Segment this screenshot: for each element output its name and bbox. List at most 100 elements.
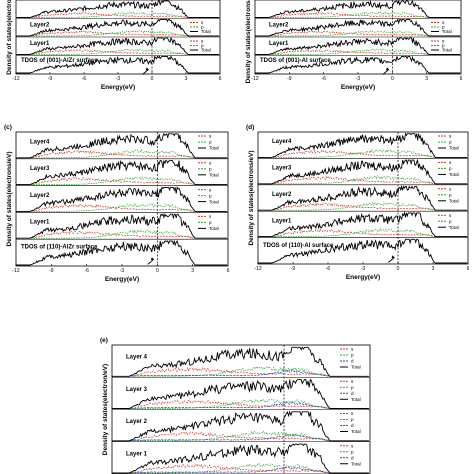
panel-letter: (d)	[246, 124, 254, 131]
legend-label: p	[351, 449, 354, 454]
legend-label: s	[209, 214, 212, 219]
legend-label: Total	[201, 48, 211, 53]
legend-label: Total	[449, 199, 459, 204]
x-tick-label: 0	[151, 76, 154, 82]
legend-label: p	[209, 220, 212, 225]
dos-curve-s	[112, 399, 369, 409]
x-axis-label: Energy(eV)	[341, 84, 375, 91]
fermi-arrow	[147, 258, 155, 265]
legend-label: d	[351, 423, 354, 428]
dos-curve-p	[112, 365, 369, 377]
legend-label: p	[351, 417, 354, 422]
x-tick-label: 6	[227, 268, 230, 274]
dos-curve-s	[258, 228, 468, 237]
dos-curve-total	[16, 159, 228, 186]
legend-label: d	[351, 455, 354, 460]
row-label: Layer2	[272, 192, 292, 198]
dos-curve-s	[258, 202, 468, 211]
x-tick-label: 0	[391, 76, 394, 82]
y-axis-label: Density of states(electrons/eV)	[248, 150, 255, 245]
dos-curve-p	[16, 176, 228, 185]
dos-curve-s	[16, 176, 228, 185]
x-tick-label: 3	[425, 76, 428, 82]
x-axis-label: Energy(eV)	[346, 274, 380, 281]
x-tick-label: 0	[397, 266, 400, 272]
fermi-arrow-head	[150, 257, 154, 261]
legend-label: p	[201, 25, 204, 30]
x-tick-label: -3	[356, 76, 361, 82]
legend-label: d	[351, 391, 354, 396]
legend-label: p	[209, 140, 212, 145]
row-label: Layer1	[30, 41, 50, 47]
legend-label: d	[351, 359, 354, 364]
x-tick-label: 3	[185, 76, 188, 82]
legend-label: Total	[351, 397, 361, 402]
x-tick-label: 6	[467, 266, 470, 272]
legend-label: Total	[351, 365, 361, 370]
dos-curve-s	[255, 11, 461, 18]
legend-label: p	[449, 140, 452, 145]
legend-label: s	[351, 411, 354, 416]
legend-label: s	[201, 20, 204, 25]
dos-curve-total	[255, 18, 461, 37]
dos-curve-total	[16, 55, 220, 74]
dos-curve-s	[258, 176, 468, 185]
legend-label: Total	[209, 226, 219, 231]
dos-curve-p	[112, 462, 369, 474]
dos-curve-p	[16, 203, 228, 212]
legend-label: s	[201, 39, 204, 44]
legend-label: s	[209, 187, 212, 192]
x-tick-label: 3	[432, 266, 435, 272]
row-label: Layer 4	[126, 355, 148, 361]
row-label: Layer1	[30, 220, 50, 226]
y-axis-label: Density of states(electron/eV)	[102, 364, 109, 455]
x-tick-label: -9	[48, 76, 53, 82]
legend-label: s	[209, 161, 212, 166]
dos-curve-total	[255, 0, 461, 18]
dos-curve-total	[16, 212, 228, 239]
dos-curve-d	[112, 466, 369, 474]
legend-label: s	[351, 443, 354, 448]
panel-4: Layer4spTotalLayer3spTotalLayer2spTotalL…	[246, 124, 470, 281]
legend-label: p	[201, 43, 204, 48]
legend-label: Total	[351, 461, 361, 466]
x-tick-label: -12	[254, 266, 261, 272]
fermi-arrow-head	[385, 67, 389, 71]
legend-label: Total	[449, 146, 459, 151]
x-tick-label: -3	[361, 266, 366, 272]
dos-curve-total	[112, 410, 369, 442]
legend-label: Total	[449, 225, 459, 230]
dos-curve-s	[16, 203, 228, 212]
x-tick-label: -3	[116, 76, 121, 82]
dos-curve-s	[16, 230, 228, 239]
legend-label: Total	[449, 172, 459, 177]
legend-label: Total	[209, 146, 219, 151]
dos-curve-s	[112, 366, 369, 377]
dos-curve-p	[255, 48, 461, 55]
legend-label: p	[209, 193, 212, 198]
legend-label: s	[449, 213, 452, 218]
legend-label: p	[209, 167, 212, 172]
x-tick-label: 0	[156, 268, 159, 274]
row-label: TDOS of (001)-Al surface	[260, 58, 331, 64]
dos-curve-s	[258, 149, 468, 158]
legend-label: Total	[442, 29, 452, 34]
fermi-arrow	[388, 257, 395, 263]
row-label: Layer2	[30, 193, 50, 199]
x-tick-label: -9	[287, 76, 292, 82]
dos-curve-total	[258, 238, 468, 264]
dos-curve-total	[112, 378, 369, 409]
dos-curve-s	[16, 30, 220, 37]
dos-curve-total	[112, 443, 369, 474]
x-axis-label: Energy(eV)	[105, 276, 139, 283]
dos-curve-s	[112, 431, 369, 442]
dos-curve-p	[255, 11, 461, 18]
x-tick-label: -6	[326, 266, 331, 272]
dos-curve-s	[112, 463, 369, 474]
dos-curve-d	[112, 433, 369, 442]
dos-curve-p	[16, 30, 220, 37]
dos-curve-s	[255, 30, 461, 37]
row-label: Layer3	[272, 165, 292, 171]
x-tick-label: -3	[120, 268, 125, 274]
